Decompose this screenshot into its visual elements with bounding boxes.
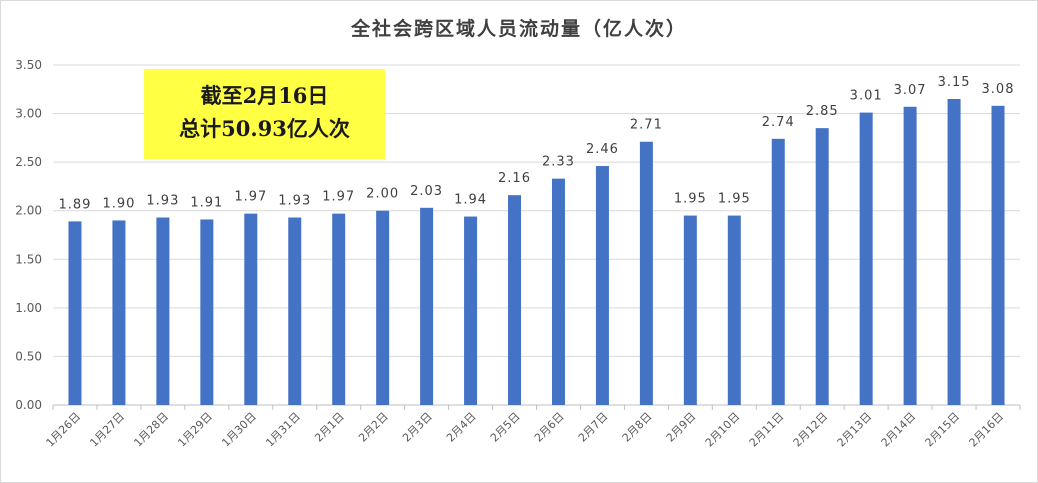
data-label: 2.74 [762,115,795,130]
x-tick-label: 1月28日 [131,410,171,450]
chart-title: 全社会跨区域人员流动量（亿人次） [350,18,687,40]
x-tick-label: 2月6日 [532,410,567,445]
y-tick-label: 0.00 [15,398,42,412]
x-tick-label: 1月27日 [87,410,127,450]
y-tick-label: 3.00 [15,107,42,121]
x-tick-label: 2月15日 [923,410,963,450]
x-tick-label: 2月13日 [835,410,875,450]
data-label: 1.93 [146,194,179,209]
y-tick-label: 2.00 [15,204,42,218]
bar [903,106,917,406]
callout-line-1: 截至2月16日 [200,83,329,108]
bar [332,213,346,405]
data-label: 1.91 [190,195,223,210]
data-label: 2.00 [366,187,399,202]
bar [112,220,126,405]
bar [551,178,565,405]
data-label: 2.03 [410,184,443,199]
y-tick-label: 0.50 [15,349,42,363]
y-axis: 0.00 0.50 1.00 1.50 2.00 2.50 3.00 3.50 [15,58,42,412]
x-tick-label: 2月3日 [400,410,435,445]
y-tick-label: 1.50 [15,252,42,266]
y-tick-label: 1.00 [15,301,42,315]
bar [68,221,82,405]
x-tick-label: 2月16日 [967,410,1007,450]
bar [420,207,434,405]
data-label: 2.33 [542,155,575,170]
data-label: 1.97 [234,190,267,205]
data-labels: 1.89 1.90 1.93 1.91 1.97 1.93 1.97 2.00 2.03 1.94… [59,75,1015,212]
x-tick-label: 1月31日 [263,410,303,450]
data-label: 2.85 [806,104,839,119]
bar [859,112,873,405]
data-label: 2.46 [586,142,619,157]
x-tick-label: 2月2日 [356,410,391,445]
x-tick-label: 2月7日 [576,410,611,445]
data-label: 2.71 [630,118,663,133]
x-tick-label: 2月10日 [703,410,743,450]
data-label: 1.93 [278,194,311,209]
callout-line-2: 总计50.93亿人次 [179,116,350,141]
bar [991,105,1005,406]
x-tick-label: 2月4日 [444,410,479,445]
data-label: 1.90 [102,196,135,211]
data-label: 1.95 [718,192,751,207]
x-axis: 1月26日 1月27日 1月28日 1月29日 1月30日 1月31日 2月1日 2月2日 2月… [44,405,1021,450]
bar [771,138,785,406]
x-tick-label: 2月12日 [791,410,831,450]
x-tick-label: 2月14日 [879,410,919,450]
bar [639,141,653,405]
bar [727,215,741,405]
bar [156,217,170,405]
data-label: 1.89 [59,197,92,212]
bar [683,215,697,405]
bar [508,195,522,405]
summary-callout: 截至2月16日 总计50.93亿人次 [144,69,385,159]
x-tick-label: 1月30日 [219,410,259,450]
bar [464,216,478,405]
y-tick-label: 2.50 [15,155,42,169]
data-label: 3.01 [850,89,883,104]
bar [947,99,961,405]
data-label: 1.97 [322,190,355,205]
x-tick-label: 2月9日 [664,410,699,445]
data-label: 2.16 [498,171,531,186]
data-label: 3.15 [938,75,971,90]
bar [288,217,302,405]
data-label: 1.94 [454,193,487,208]
bars [68,99,1005,406]
x-tick-label: 2月5日 [488,410,523,445]
data-label: 1.95 [674,192,707,207]
bar [815,128,829,405]
data-label: 3.08 [982,82,1015,97]
x-tick-label: 2月1日 [312,410,347,445]
bar [376,210,390,405]
bar [244,213,258,405]
data-label: 3.07 [894,83,927,98]
bar [200,219,214,405]
x-tick-label: 1月26日 [44,410,84,450]
x-tick-label: 1月29日 [175,410,215,450]
gridlines [53,64,1020,406]
bar [595,166,609,405]
x-tick-label: 2月8日 [620,410,655,445]
x-tick-label: 2月11日 [747,410,787,450]
y-tick-label: 3.50 [15,58,42,72]
